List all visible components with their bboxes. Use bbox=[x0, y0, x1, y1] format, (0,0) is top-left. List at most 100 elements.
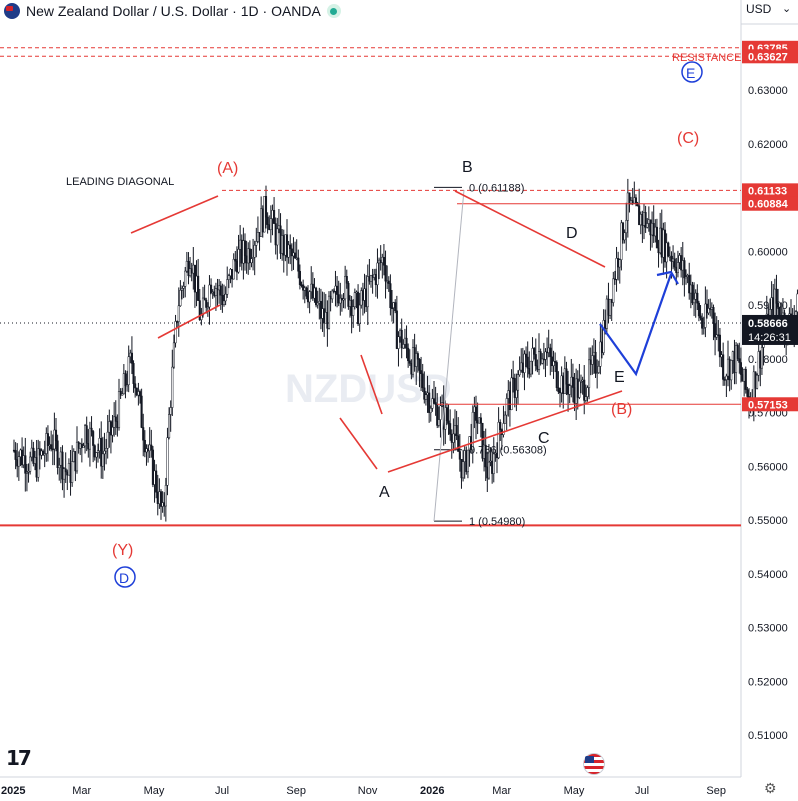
candle bbox=[72, 448, 75, 463]
tradingview-logo-icon[interactable]: 17 bbox=[6, 746, 32, 770]
candle bbox=[206, 302, 209, 317]
candle bbox=[499, 419, 502, 441]
candle bbox=[159, 489, 163, 520]
candle bbox=[702, 316, 705, 335]
candle bbox=[98, 428, 101, 459]
candle bbox=[528, 351, 531, 379]
candle bbox=[46, 425, 49, 462]
candle bbox=[710, 302, 713, 319]
candle bbox=[733, 339, 736, 385]
candle bbox=[17, 451, 20, 481]
candle bbox=[61, 445, 64, 491]
candle bbox=[258, 232, 261, 251]
candle bbox=[618, 258, 621, 284]
candle bbox=[113, 402, 116, 437]
symbol-title-bar[interactable]: New Zealand Dollar / U.S. Dollar · 1D · … bbox=[0, 0, 341, 22]
candle bbox=[712, 304, 715, 341]
candle bbox=[279, 213, 282, 260]
candle bbox=[368, 259, 371, 285]
candle bbox=[337, 280, 340, 307]
candle bbox=[554, 352, 557, 373]
candle bbox=[163, 492, 166, 517]
candle bbox=[87, 429, 90, 458]
candle bbox=[281, 229, 284, 261]
candle bbox=[376, 248, 379, 299]
candle bbox=[405, 325, 408, 359]
candle bbox=[29, 451, 32, 475]
gear-icon[interactable]: ⚙ bbox=[764, 780, 777, 796]
candle bbox=[392, 301, 395, 324]
price-tick-label: 0.60000 bbox=[748, 246, 788, 258]
price-tick-label: 0.53000 bbox=[748, 623, 788, 635]
candle bbox=[347, 281, 350, 310]
candle bbox=[365, 275, 368, 312]
candle bbox=[164, 477, 167, 522]
candle bbox=[465, 446, 468, 475]
candle bbox=[334, 270, 337, 307]
candle bbox=[74, 451, 77, 482]
candle bbox=[266, 212, 269, 234]
candle bbox=[240, 234, 243, 271]
candle bbox=[515, 373, 518, 412]
wave-label-c: C bbox=[538, 430, 550, 447]
currency-selector[interactable]: USD bbox=[746, 2, 772, 16]
candle bbox=[197, 258, 200, 301]
time-tick-label: Jul bbox=[635, 785, 649, 797]
candle bbox=[42, 449, 45, 456]
candle bbox=[586, 385, 589, 402]
candle bbox=[66, 469, 69, 491]
candle bbox=[486, 451, 489, 493]
candle bbox=[420, 356, 423, 391]
candle bbox=[237, 234, 240, 274]
candle bbox=[140, 388, 143, 429]
candle bbox=[736, 343, 739, 362]
candle bbox=[722, 342, 725, 386]
candle bbox=[184, 267, 187, 298]
candle bbox=[397, 331, 400, 367]
candle bbox=[21, 437, 24, 468]
chevron-down-icon[interactable]: ⌄ bbox=[782, 3, 792, 15]
candle bbox=[45, 427, 48, 462]
candle bbox=[40, 448, 43, 460]
candle bbox=[379, 245, 382, 271]
candle bbox=[437, 406, 440, 428]
candle bbox=[704, 286, 707, 338]
fib-level-label: 0 (0.61188) bbox=[469, 182, 524, 194]
candle bbox=[121, 387, 124, 396]
candle bbox=[108, 409, 111, 448]
candle bbox=[239, 225, 242, 267]
candle bbox=[639, 211, 642, 235]
candle bbox=[584, 384, 587, 403]
candle bbox=[413, 333, 416, 372]
candle bbox=[116, 414, 119, 437]
candle bbox=[216, 278, 219, 307]
candle bbox=[575, 368, 578, 421]
candle bbox=[492, 437, 495, 483]
candle bbox=[75, 426, 79, 474]
candle bbox=[101, 436, 104, 479]
candle bbox=[536, 359, 539, 373]
candle bbox=[53, 412, 56, 466]
candle bbox=[607, 282, 610, 324]
candle bbox=[245, 240, 248, 274]
candle bbox=[127, 345, 130, 393]
candle bbox=[638, 188, 641, 226]
candle bbox=[147, 444, 150, 463]
candle bbox=[218, 279, 221, 304]
candle bbox=[137, 382, 140, 406]
candle bbox=[95, 451, 98, 469]
candle bbox=[516, 370, 520, 405]
candle bbox=[418, 358, 421, 388]
candle bbox=[726, 340, 730, 387]
candle bbox=[529, 360, 532, 378]
time-tick-label: Sep bbox=[706, 785, 726, 797]
candle bbox=[672, 245, 675, 270]
price-tick-label: 0.63000 bbox=[748, 85, 788, 97]
candle bbox=[361, 282, 364, 316]
candle bbox=[30, 439, 33, 462]
resistance-label: RESISTANCE bbox=[672, 52, 741, 64]
us-event-icon[interactable] bbox=[583, 753, 605, 775]
candle bbox=[250, 248, 253, 268]
candle bbox=[64, 452, 67, 483]
